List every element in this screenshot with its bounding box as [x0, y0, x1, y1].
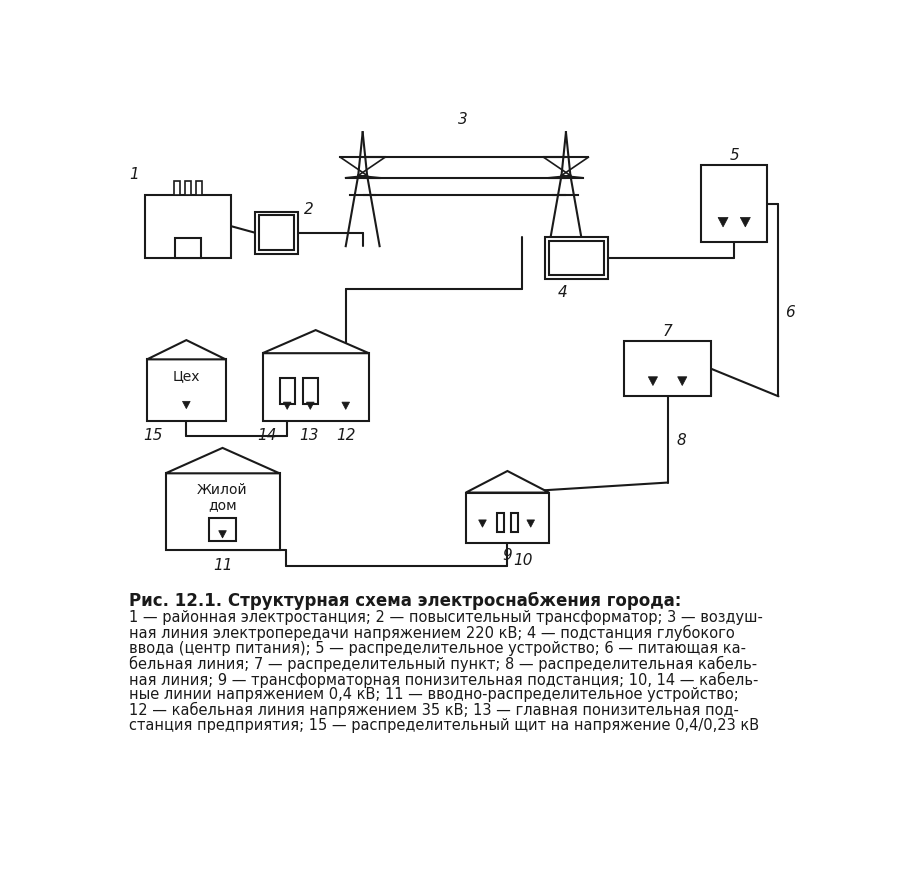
Polygon shape — [740, 218, 750, 227]
Bar — [145, 195, 231, 258]
Polygon shape — [307, 403, 314, 410]
Polygon shape — [677, 378, 687, 386]
Text: 2: 2 — [304, 202, 314, 217]
Bar — [209, 518, 237, 542]
Text: 8: 8 — [676, 433, 687, 448]
Bar — [255, 212, 298, 255]
Text: 9: 9 — [503, 548, 512, 563]
Text: бельная линия; 7 — распределительный пункт; 8 — распределительная кабель-: бельная линия; 7 — распределительный пун… — [129, 655, 758, 672]
Text: 13: 13 — [299, 428, 319, 443]
Bar — [549, 241, 604, 276]
Text: 4: 4 — [557, 284, 567, 299]
Bar — [280, 378, 295, 405]
Text: 1 — районная электростанция; 2 — повысительный трансформатор; 3 — воздуш-: 1 — районная электростанция; 2 — повысит… — [129, 609, 763, 624]
Text: дом: дом — [208, 498, 237, 512]
Polygon shape — [219, 531, 226, 538]
Text: Рис. 12.1. Структурная схема электроснабжения города:: Рис. 12.1. Структурная схема электроснаб… — [129, 591, 682, 608]
Text: Жилой: Жилой — [197, 482, 248, 496]
Text: ная линия электропередачи напряжением 220 кВ; 4 — подстанция глубокого: ная линия электропередачи напряжением 22… — [129, 624, 736, 641]
Text: 14: 14 — [258, 428, 277, 443]
Bar — [147, 360, 225, 421]
Text: 5: 5 — [729, 148, 739, 162]
Text: станция предприятия; 15 — распределительный щит на напряжение 0,4/0,23 кВ: станция предприятия; 15 — распределитель… — [129, 716, 760, 731]
Text: 6: 6 — [785, 305, 796, 320]
Text: ные линии напряжением 0,4 кВ; 11 — вводно-распределительное устройство;: ные линии напряжением 0,4 кВ; 11 — вводн… — [129, 686, 739, 701]
Text: ввода (центр питания); 5 — распределительное устройство; 6 — питающая ка-: ввода (центр питания); 5 — распределител… — [129, 640, 747, 655]
Bar — [259, 216, 294, 251]
Text: ная линия; 9 — трансформаторная понизительная подстанция; 10, 14 — кабель-: ная линия; 9 — трансформаторная понизите… — [129, 671, 759, 687]
Polygon shape — [147, 341, 225, 360]
Polygon shape — [183, 402, 190, 409]
Bar — [466, 493, 549, 543]
Polygon shape — [479, 521, 486, 528]
Polygon shape — [649, 378, 658, 386]
Bar — [262, 354, 369, 421]
Text: 10: 10 — [514, 552, 533, 567]
Text: Цех: Цех — [173, 369, 201, 382]
Text: 1: 1 — [128, 166, 139, 181]
Polygon shape — [165, 449, 280, 474]
Text: 15: 15 — [143, 428, 163, 443]
Polygon shape — [527, 521, 535, 528]
Bar — [625, 342, 711, 397]
Bar — [174, 182, 180, 195]
Text: 3: 3 — [458, 112, 468, 126]
Bar — [701, 166, 767, 243]
Polygon shape — [284, 403, 291, 410]
Polygon shape — [342, 403, 349, 410]
Bar — [185, 182, 191, 195]
Bar — [196, 182, 201, 195]
Text: 11: 11 — [213, 557, 232, 572]
Text: 12: 12 — [336, 428, 356, 443]
Polygon shape — [262, 331, 369, 354]
Bar — [165, 474, 280, 551]
Bar — [303, 378, 318, 405]
Text: 12 — кабельная линия напряжением 35 кВ; 13 — главная понизительная под-: 12 — кабельная линия напряжением 35 кВ; … — [129, 702, 739, 717]
Text: 7: 7 — [663, 323, 673, 338]
Bar — [175, 239, 201, 258]
Bar — [545, 238, 608, 280]
Polygon shape — [718, 218, 728, 227]
Bar — [511, 513, 518, 532]
Polygon shape — [466, 471, 549, 493]
Bar — [496, 513, 505, 532]
